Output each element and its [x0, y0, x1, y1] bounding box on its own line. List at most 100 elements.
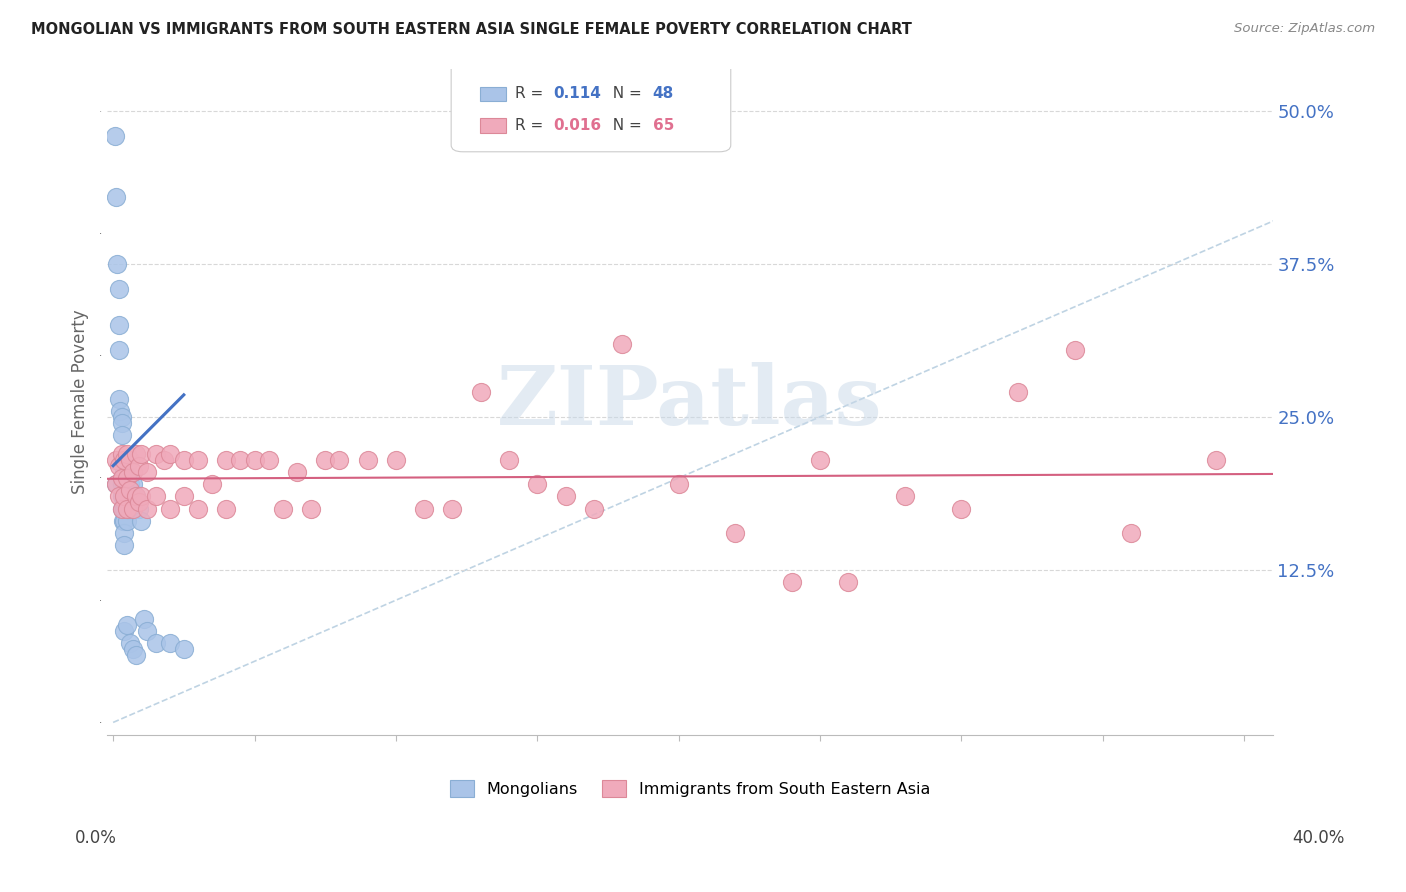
Point	[187, 452, 209, 467]
Point	[110, 416, 132, 430]
Point	[554, 489, 576, 503]
FancyBboxPatch shape	[481, 87, 506, 101]
Point	[117, 489, 139, 503]
Point	[215, 452, 238, 467]
Point	[107, 458, 129, 473]
Point	[112, 526, 135, 541]
Text: 40.0%: 40.0%	[1292, 829, 1346, 847]
Point	[136, 501, 159, 516]
Point	[173, 642, 195, 657]
Point	[110, 471, 132, 485]
Point	[526, 477, 548, 491]
Point	[243, 452, 266, 467]
Point	[125, 489, 148, 503]
Point	[285, 465, 308, 479]
Point	[1205, 452, 1227, 467]
Text: N =: N =	[603, 87, 647, 102]
Point	[117, 501, 139, 516]
Point	[117, 458, 139, 473]
Point	[668, 477, 690, 491]
Point	[107, 281, 129, 295]
Text: 65: 65	[652, 119, 673, 133]
Point	[125, 489, 148, 503]
Text: 0.0%: 0.0%	[75, 829, 117, 847]
Point	[122, 642, 145, 657]
Point	[215, 501, 238, 516]
Text: Source: ZipAtlas.com: Source: ZipAtlas.com	[1234, 22, 1375, 36]
Point	[950, 501, 973, 516]
Point	[111, 514, 134, 528]
Point	[107, 392, 129, 406]
Text: 48: 48	[652, 87, 673, 102]
Point	[314, 452, 336, 467]
Point	[107, 489, 129, 503]
Point	[104, 477, 127, 491]
Text: ZIPatlas: ZIPatlas	[498, 361, 883, 442]
Point	[112, 452, 135, 467]
Point	[112, 489, 135, 503]
Point	[808, 452, 831, 467]
Point	[128, 458, 150, 473]
Point	[299, 501, 322, 516]
Point	[145, 446, 167, 460]
Point	[159, 501, 181, 516]
Point	[780, 574, 803, 589]
Point	[145, 489, 167, 503]
Point	[470, 385, 492, 400]
Point	[413, 501, 436, 516]
Point	[104, 452, 127, 467]
Text: 0.016: 0.016	[554, 119, 602, 133]
Point	[112, 465, 135, 479]
Point	[153, 452, 176, 467]
Point	[112, 495, 135, 509]
Point	[117, 501, 139, 516]
Point	[131, 514, 153, 528]
Point	[105, 257, 128, 271]
Point	[112, 477, 135, 491]
Point	[134, 611, 156, 625]
Point	[1121, 526, 1143, 541]
Point	[441, 501, 464, 516]
Point	[110, 501, 132, 516]
Y-axis label: Single Female Poverty: Single Female Poverty	[72, 310, 89, 494]
Point	[110, 409, 132, 424]
Point	[112, 624, 135, 638]
FancyBboxPatch shape	[481, 119, 506, 133]
Point	[110, 428, 132, 442]
Point	[837, 574, 859, 589]
Point	[110, 477, 132, 491]
Text: 0.114: 0.114	[554, 87, 602, 102]
Point	[110, 471, 132, 485]
Point	[498, 452, 520, 467]
Point	[159, 636, 181, 650]
Point	[120, 452, 142, 467]
Point	[117, 617, 139, 632]
Text: MONGOLIAN VS IMMIGRANTS FROM SOUTH EASTERN ASIA SINGLE FEMALE POVERTY CORRELATIO: MONGOLIAN VS IMMIGRANTS FROM SOUTH EASTE…	[31, 22, 912, 37]
Point	[110, 446, 132, 460]
Point	[385, 452, 408, 467]
Point	[894, 489, 917, 503]
Point	[110, 452, 132, 467]
Point	[173, 452, 195, 467]
Point	[229, 452, 252, 467]
Point	[120, 636, 142, 650]
Point	[145, 636, 167, 650]
Point	[1063, 343, 1085, 357]
Point	[1007, 385, 1029, 400]
Point	[128, 495, 150, 509]
Point	[122, 501, 145, 516]
Point	[582, 501, 605, 516]
Point	[120, 477, 142, 491]
Point	[112, 471, 135, 485]
Point	[110, 489, 132, 503]
Point	[131, 489, 153, 503]
Point	[120, 483, 142, 498]
Point	[136, 624, 159, 638]
Point	[328, 452, 350, 467]
Point	[159, 446, 181, 460]
Point	[125, 446, 148, 460]
FancyBboxPatch shape	[451, 62, 731, 152]
Point	[112, 514, 135, 528]
Point	[103, 128, 125, 143]
Point	[131, 446, 153, 460]
